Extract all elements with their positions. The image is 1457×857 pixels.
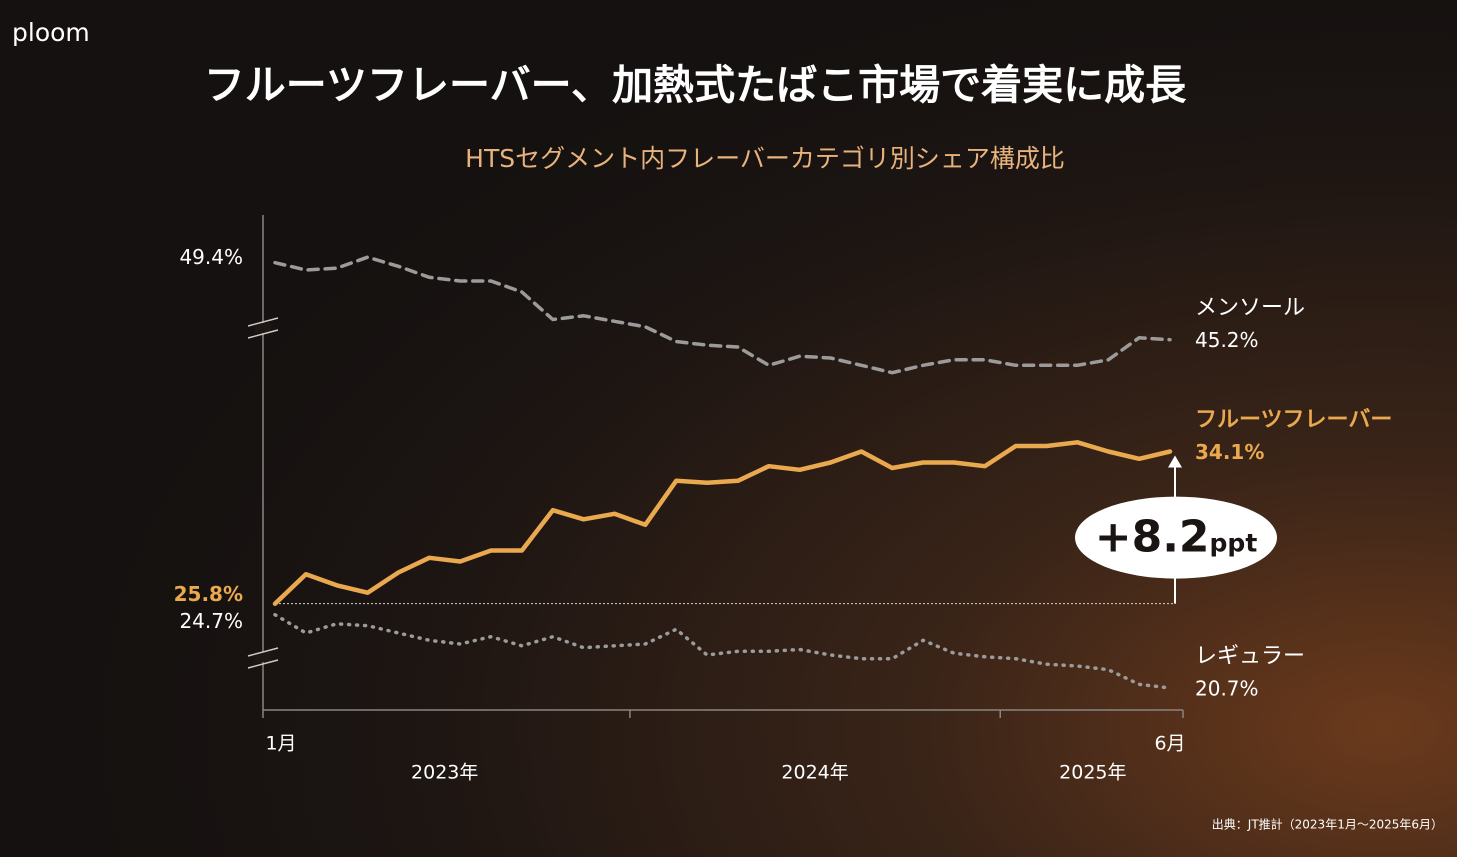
start-value-label: 49.4% (179, 245, 243, 269)
annotation-unit: ppt (1210, 529, 1258, 558)
axis-break (247, 317, 279, 327)
chart-subtitle: HTSセグメント内フレーバーカテゴリ別シェア構成比 (465, 144, 1065, 173)
axis-break-gap (255, 652, 271, 662)
end-value-label: 20.7% (1195, 677, 1259, 701)
x-group-label: 2023年 (411, 762, 478, 784)
series-name: フルーツフレーバー (1195, 408, 1392, 433)
chart-title: フルーツフレーバー、加熱式たばこ市場で着実に成長 (204, 61, 1187, 109)
annotation-pill (1075, 496, 1277, 579)
end-value-label: 45.2% (1195, 328, 1259, 352)
axis-break (247, 659, 279, 669)
series-name: レギュラー (1195, 644, 1305, 669)
series-name: メンソール (1195, 296, 1305, 321)
start-value-label: 24.7% (179, 609, 243, 633)
annotation-value: +8.2 (1095, 512, 1210, 563)
brand-logo: ploom (12, 18, 90, 47)
series-line (273, 255, 1172, 375)
x-tick-label: 6月 (1154, 733, 1185, 755)
axis-break-gap (255, 323, 271, 333)
series-line (273, 612, 1172, 690)
axis-break (247, 647, 279, 657)
start-value-label: 25.8% (174, 582, 243, 606)
end-value-label: 34.1% (1195, 440, 1264, 464)
series-line (272, 440, 1173, 606)
x-tick-label: 1月 (265, 733, 296, 755)
growth-arrow-head (1168, 455, 1182, 468)
x-group-label: 2024年 (781, 762, 848, 784)
x-group-label: 2025年 (1059, 762, 1126, 784)
source-note: 出典：JT推計（2023年1月～2025年6月） (1212, 817, 1443, 832)
axis-break (247, 329, 279, 339)
annotation: +8.2ppt (1095, 512, 1258, 563)
axes (247, 215, 1183, 711)
